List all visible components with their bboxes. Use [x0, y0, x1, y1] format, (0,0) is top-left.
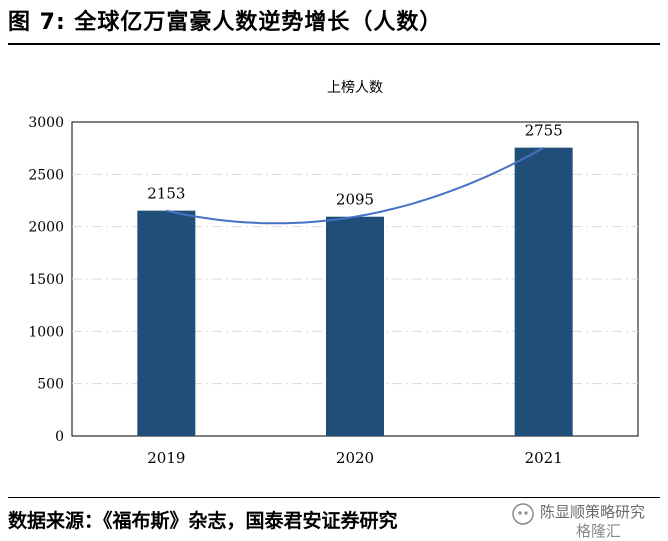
trendline	[166, 146, 545, 225]
bar-2020	[326, 216, 384, 436]
x-tick-label: 2021	[525, 449, 563, 467]
watermark-line2: 格隆汇	[576, 522, 622, 540]
title-rule	[8, 43, 660, 45]
y-tick-label: 1500	[28, 272, 64, 288]
source-rule	[8, 497, 660, 498]
y-tick-label: 500	[37, 377, 64, 393]
y-tick-label: 2000	[28, 220, 64, 236]
y-tick-label: 1000	[28, 324, 64, 340]
y-tick-label: 2500	[28, 167, 64, 183]
data-label: 2095	[336, 191, 374, 209]
chart-title: 上榜人数	[327, 79, 383, 96]
figure-title: 图 7: 全球亿万富豪人数逆势增长（人数）	[8, 10, 443, 35]
wechat-icon	[512, 503, 534, 525]
watermark-line1: 陈显顺策略研究	[540, 503, 646, 521]
source-note: 数据来源：《福布斯》杂志，国泰君安证券研究	[8, 510, 398, 532]
x-tick-label: 2019	[147, 449, 185, 467]
x-tick-label: 2020	[336, 449, 374, 467]
y-tick-label: 3000	[28, 115, 64, 131]
data-label: 2755	[525, 122, 563, 140]
bar-2021	[514, 147, 573, 437]
y-tick-label: 0	[55, 429, 64, 445]
bar-2019	[137, 210, 196, 436]
watermark: 陈显顺策略研究 格隆汇	[512, 500, 662, 540]
data-label: 2153	[147, 185, 185, 203]
